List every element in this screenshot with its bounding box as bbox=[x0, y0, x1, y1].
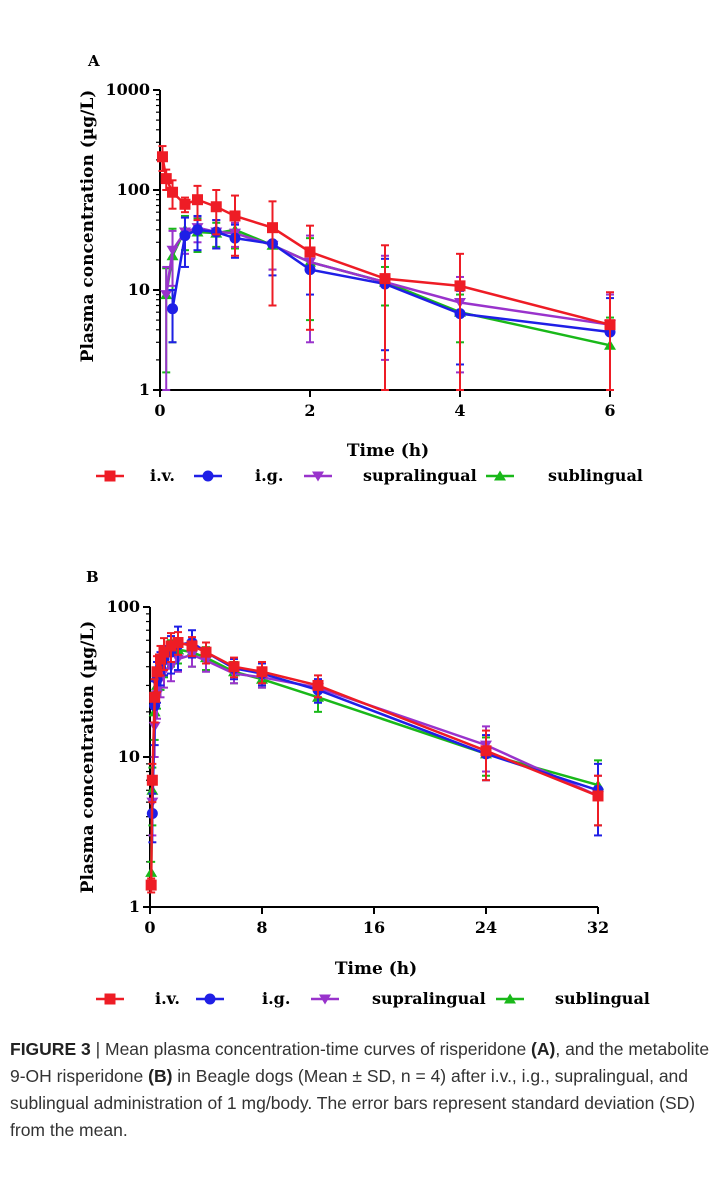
panel-b-x-tick-label: 24 bbox=[475, 918, 497, 937]
panel-b-series-line-sublingual bbox=[149, 648, 599, 873]
panel-b-x-tick-label: 32 bbox=[587, 918, 609, 937]
panel-a-series-line-ig bbox=[171, 228, 611, 334]
panel-a-x-tick-label: 6 bbox=[604, 401, 615, 420]
panel-a-y-axis-title: Plasma concentration (µg/L) bbox=[78, 90, 98, 363]
panel-b-data-point-iv bbox=[480, 745, 492, 757]
panel-a-data-point-supralingual bbox=[160, 290, 173, 301]
panel-a-legend: i.v. i.g. supralingual sublingual bbox=[96, 466, 643, 485]
panel-b-legend-marker-ig bbox=[204, 993, 216, 1005]
panel-b-data-point-iv bbox=[158, 646, 170, 658]
caption-separator: | bbox=[90, 1039, 105, 1059]
panel-b-y-axis-title: Plasma concentration (µg/L) bbox=[78, 621, 98, 894]
panel-b-data-point-iv bbox=[228, 661, 240, 673]
panel-b-label: B bbox=[86, 568, 99, 586]
panel-b-y-tick-label: 10 bbox=[118, 747, 140, 766]
panel-a-label: A bbox=[87, 52, 100, 70]
panel-b-y-tick-label: 1 bbox=[129, 897, 140, 916]
panel-b-series-line-supralingual bbox=[151, 653, 599, 803]
panel-b-y-tick-label: 100 bbox=[107, 597, 140, 616]
panel-a-data-point-ig bbox=[192, 224, 203, 236]
caption-part: (B) bbox=[148, 1066, 173, 1086]
panel-a-y-tick-label: 1000 bbox=[105, 80, 150, 99]
panel-b-data-point-iv bbox=[186, 640, 198, 652]
panel-a-data-point-iv bbox=[229, 210, 241, 222]
panel-a-data-point-supralingual bbox=[166, 245, 179, 256]
panel-a-legend-marker-ig bbox=[202, 470, 214, 482]
panel-a-data-point-iv bbox=[304, 246, 316, 258]
caption-part: Mean plasma concentration-time curves of… bbox=[105, 1039, 532, 1059]
panel-a-legend-marker-supralingual bbox=[312, 471, 324, 482]
panel-b-data-point-iv bbox=[172, 636, 184, 648]
panel-b-series-ig bbox=[146, 625, 604, 844]
panel-a-series-iv bbox=[156, 145, 616, 391]
panel-a-data-point-iv bbox=[192, 194, 203, 206]
panel-b-data-point-iv bbox=[256, 666, 268, 678]
panel-b-series-line-ig bbox=[151, 641, 599, 814]
panel-a-data-point-ig bbox=[167, 303, 179, 315]
caption-part: in Beagle dogs (Mean ± SD, n = 4) after … bbox=[10, 1066, 696, 1140]
panel-a-legend-label-iv: i.v. bbox=[150, 466, 175, 485]
panel-a-data-point-iv bbox=[179, 198, 191, 210]
panel-b-legend: i.v. i.g. supralingual sublingual bbox=[96, 989, 650, 1008]
panel-a-data-point-iv bbox=[604, 319, 616, 331]
panel-a-legend-marker-sublingual bbox=[494, 470, 506, 481]
panel-a-chart: A Time (h) Plasma concentration (µg/L) 1… bbox=[78, 52, 643, 485]
panel-a-series-sublingual bbox=[160, 214, 616, 391]
panel-b-data-point-iv bbox=[200, 646, 212, 658]
panel-b-data-point-iv bbox=[145, 879, 157, 891]
panel-b-data-point-iv bbox=[146, 774, 158, 786]
panel-a-data-point-iv bbox=[167, 186, 179, 198]
panel-b-series-supralingual bbox=[146, 643, 604, 837]
panel-b-chart: B Time (h) Plasma concentration (µg/L) 1… bbox=[78, 568, 650, 1008]
panel-b-legend-label-sublingual: sublingual bbox=[555, 989, 650, 1008]
panel-b-data-point-iv bbox=[149, 691, 161, 703]
panel-b-legend-label-supralingual: supralingual bbox=[372, 989, 486, 1008]
panel-a-x-axis-title: Time (h) bbox=[347, 441, 429, 461]
panel-b-legend-label-iv: i.v. bbox=[155, 989, 180, 1008]
caption-label: FIGURE 3 bbox=[10, 1039, 91, 1059]
panel-a-legend-marker-iv bbox=[104, 470, 116, 482]
panel-b-data-point-iv bbox=[165, 640, 177, 652]
panel-a-x-tick-label: 4 bbox=[454, 401, 465, 420]
panel-a-legend-label-ig: i.g. bbox=[255, 466, 283, 485]
panel-a-series-line-iv bbox=[161, 156, 611, 326]
panel-b-data-point-iv bbox=[312, 679, 324, 691]
panel-a-x-tick-label: 0 bbox=[154, 401, 165, 420]
panel-a-legend-label-sublingual: sublingual bbox=[548, 466, 643, 485]
panel-b-x-tick-label: 8 bbox=[256, 918, 267, 937]
panel-b-series-line-iv bbox=[149, 641, 599, 886]
caption-part: , and the metabolite 9-OH risperidone bbox=[10, 1039, 710, 1086]
panel-a-y-tick-label: 10 bbox=[128, 280, 150, 299]
panel-a-x-tick-label: 2 bbox=[304, 401, 315, 420]
panel-a-data-point-iv bbox=[210, 201, 222, 213]
panel-b-legend-marker-supralingual bbox=[319, 994, 331, 1005]
figure-caption: FIGURE 3 | Mean plasma concentration-tim… bbox=[10, 1036, 720, 1144]
panel-a-data-point-iv bbox=[156, 151, 168, 163]
panel-b-x-tick-label: 16 bbox=[363, 918, 385, 937]
panel-b-data-point-iv bbox=[151, 666, 163, 678]
panel-a-data-point-iv bbox=[160, 173, 172, 185]
panel-b-x-axis-title: Time (h) bbox=[335, 959, 417, 979]
panel-a-y-tick-label: 100 bbox=[117, 180, 150, 199]
panel-b-legend-label-ig: i.g. bbox=[262, 989, 290, 1008]
panel-b-series-sublingual bbox=[145, 637, 604, 887]
panel-b-legend-marker-sublingual bbox=[504, 993, 516, 1004]
panel-b-data-point-iv bbox=[155, 653, 166, 665]
panel-a-y-tick-label: 1 bbox=[139, 380, 150, 399]
panel-a-data-point-ig bbox=[179, 230, 191, 242]
panel-b-series-iv bbox=[145, 631, 604, 894]
caption-part: (A) bbox=[531, 1039, 556, 1059]
panel-b-data-point-iv bbox=[592, 790, 604, 802]
panel-a-legend-label-supralingual: supralingual bbox=[363, 466, 477, 485]
panel-b-x-tick-label: 0 bbox=[144, 918, 155, 937]
caption-body: Mean plasma concentration-time curves of… bbox=[10, 1039, 709, 1140]
panel-a-data-point-iv bbox=[267, 222, 278, 234]
panel-a-series-supralingual bbox=[160, 215, 616, 391]
panel-a-data-point-iv bbox=[454, 280, 466, 292]
panel-a-data-point-iv bbox=[379, 273, 391, 285]
panel-b-legend-marker-iv bbox=[104, 993, 116, 1005]
